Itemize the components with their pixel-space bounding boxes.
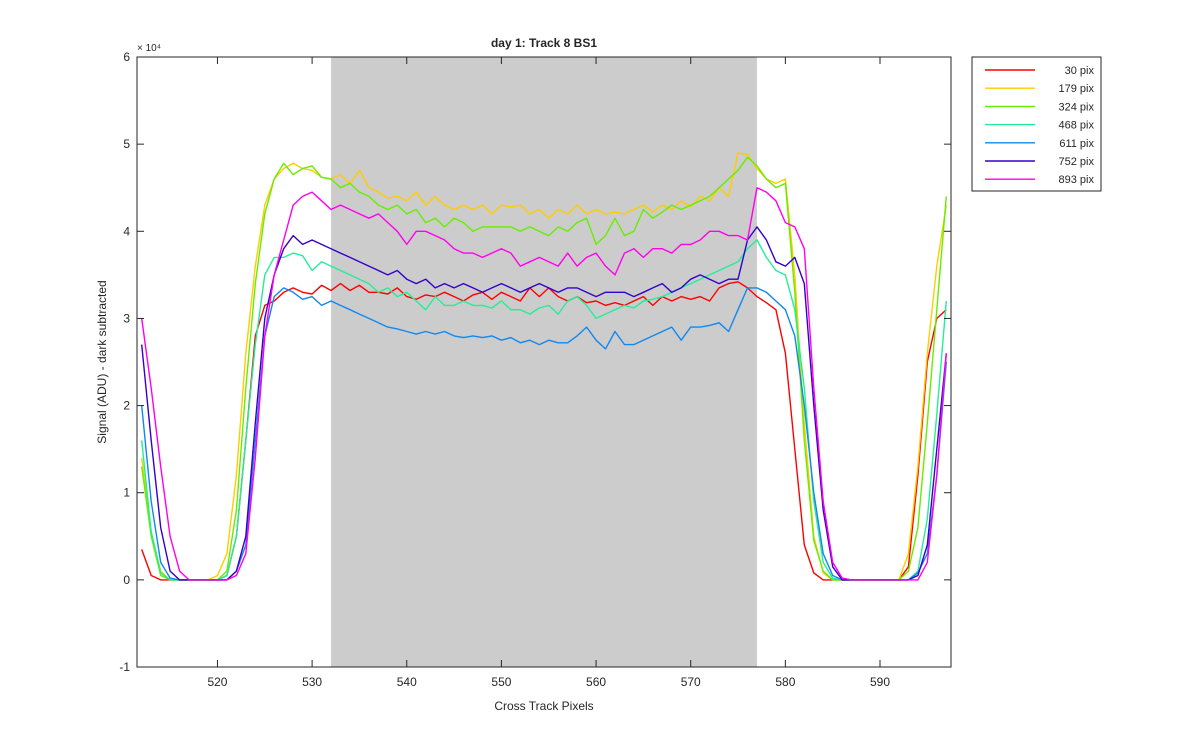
x-tick-label: 540 [397,675,417,689]
y-tick-label: -1 [119,660,130,674]
x-tick-label: 560 [586,675,606,689]
x-tick-label: 520 [207,675,227,689]
legend-label: 752 pix [1059,156,1095,168]
x-tick-label: 570 [681,675,701,689]
series-line-893-pix [141,186,947,581]
series-line-611-pix [141,287,947,581]
x-tick-label: 590 [870,675,890,689]
legend-items: 30 pix 179 pix 324 pix 468 pix 611 pix 752 pi… [985,65,1094,186]
y-tick-label: 2 [123,399,130,413]
chart-title: day 1: Track 8 BS1 [491,36,597,50]
legend-label: 611 pix [1059,138,1094,150]
series-layer [141,152,947,581]
series-line-30-pix [141,281,947,581]
legend-label: 468 pix [1059,120,1095,132]
x-tick-label: 550 [491,675,511,689]
y-tick-label: 5 [123,137,130,151]
y-tick-label: 1 [123,486,130,500]
y-axis-label: Signal (ADU) - dark subtracted [95,280,109,443]
ticks-layer: 520 530 540 550 560 570 580 590 -1 0 1 2 3 4 5 6 [119,50,951,689]
series-line-324-pix [141,156,947,581]
x-axis-label: Cross Track Pixels [494,699,593,713]
x-tick-label: 580 [775,675,795,689]
legend-label: 893 pix [1059,174,1095,186]
legend: 30 pix 179 pix 324 pix 468 pix 611 pix 752 pi… [971,56,1102,192]
y-tick-label: 4 [123,224,130,238]
legend-label: 179 pix [1059,83,1095,95]
legend-label: 30 pix [1065,65,1095,77]
y-tick-label: 3 [123,311,130,325]
plot-area: 520 530 540 550 560 570 580 590 -1 0 1 2 3 4 5 6 [119,50,952,689]
legend-label: 324 pix [1059,101,1095,113]
y-scale-exponent: × 10⁴ [137,43,161,54]
y-tick-label: 6 [123,50,130,64]
plot-frame [136,56,952,668]
x-tick-label: 530 [302,675,322,689]
shaded-region [331,57,757,667]
y-tick-label: 0 [123,573,130,587]
